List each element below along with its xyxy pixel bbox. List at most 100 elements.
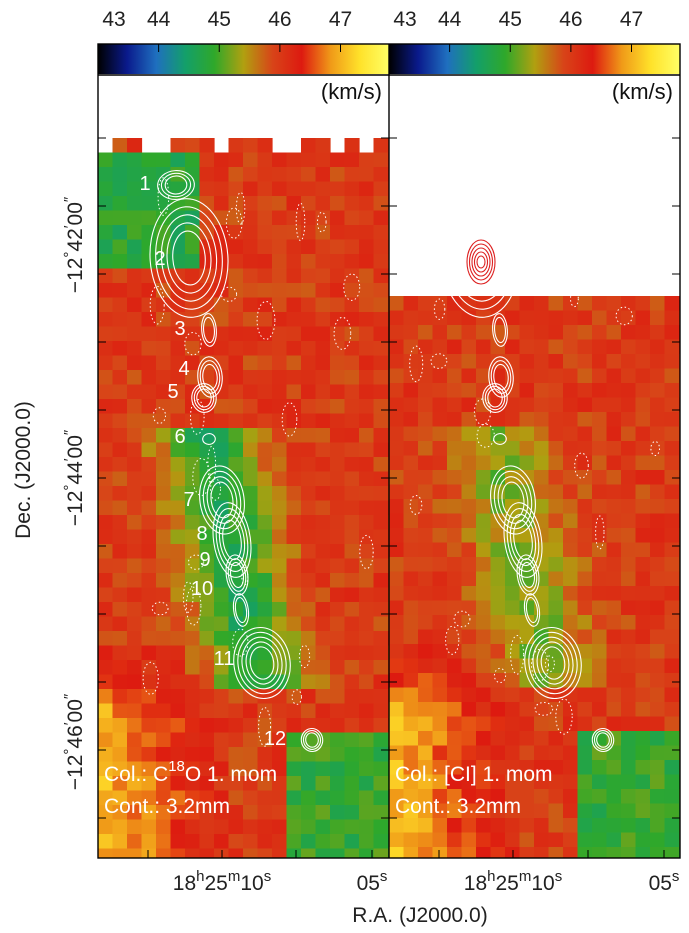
map-pixel <box>519 339 535 355</box>
contour-line <box>172 230 206 286</box>
map-pixel <box>664 731 680 747</box>
map-pixel <box>315 167 331 183</box>
map-pixel <box>112 848 128 858</box>
map-pixel <box>330 674 346 690</box>
map-pixel <box>359 573 375 589</box>
map-pixel <box>286 602 302 618</box>
map-pixel <box>170 848 186 858</box>
map-pixel <box>548 803 564 819</box>
map-pixel <box>301 805 317 821</box>
map-pixel <box>650 339 666 355</box>
map-pixel <box>98 297 114 313</box>
map-pixel <box>315 689 331 705</box>
map-pixel <box>505 484 521 500</box>
map-pixel <box>534 296 550 312</box>
map-pixel <box>141 457 157 473</box>
map-pixel <box>315 500 331 516</box>
contour-line <box>305 732 319 748</box>
map-pixel <box>563 760 579 776</box>
map-pixel <box>635 426 651 442</box>
map-pixel <box>621 397 637 413</box>
negative-contour <box>480 213 489 245</box>
map-pixel <box>214 196 230 212</box>
map-pixel <box>272 776 288 792</box>
map-pixel <box>606 368 622 384</box>
map-pixel <box>505 426 521 442</box>
map-pixel <box>199 602 215 618</box>
map-pixel <box>389 716 405 732</box>
map-pixel <box>373 370 389 386</box>
map-pixel <box>635 818 651 834</box>
map-pixel <box>228 718 244 734</box>
contour-line <box>222 519 242 561</box>
map-pixel <box>301 776 317 792</box>
map-pixel <box>461 310 477 326</box>
map-pixel <box>461 832 477 848</box>
map-pixel <box>505 731 521 747</box>
map-pixel <box>170 355 186 371</box>
map-pixel <box>403 426 419 442</box>
map-pixel <box>257 254 273 270</box>
map-pixel <box>243 718 259 734</box>
map-pixel <box>214 370 230 386</box>
map-pixel <box>257 674 273 690</box>
map-pixel <box>563 354 579 370</box>
map-pixel <box>519 383 535 399</box>
map-pixel <box>301 225 317 241</box>
map-pixel <box>127 283 143 299</box>
map-pixel <box>112 529 128 545</box>
map-pixel <box>621 716 637 732</box>
map-pixel <box>315 529 331 545</box>
map-pixel <box>156 326 172 342</box>
map-pixel <box>141 167 157 183</box>
map-pixel <box>592 687 608 703</box>
map-pixel <box>359 500 375 516</box>
map-pixel <box>272 312 288 328</box>
map-pixel <box>505 470 521 486</box>
map-pixel <box>621 412 637 428</box>
contour-line <box>191 383 217 413</box>
contour-line <box>155 206 223 310</box>
negative-contour <box>510 635 525 675</box>
map-pixel <box>476 354 492 370</box>
map-pixel <box>476 673 492 689</box>
map-pixel <box>519 296 535 312</box>
map-pixel <box>359 747 375 763</box>
map-pixel <box>243 819 259 835</box>
map-pixel <box>272 500 288 516</box>
contour-line <box>528 631 578 695</box>
map-pixel <box>519 687 535 703</box>
map-pixel <box>359 152 375 168</box>
map-pixel <box>664 426 680 442</box>
map-pixel <box>389 673 405 689</box>
map-pixel <box>418 832 434 848</box>
map-pixel <box>447 484 463 500</box>
negative-contour <box>149 285 165 325</box>
map-pixel <box>286 674 302 690</box>
map-pixel <box>519 310 535 326</box>
map-pixel <box>315 355 331 371</box>
contour-line <box>199 465 245 535</box>
map-pixel <box>461 470 477 486</box>
map-pixel <box>127 268 143 284</box>
map-pixel <box>447 803 463 819</box>
map-pixel <box>243 732 259 748</box>
map-pixel <box>606 847 622 858</box>
map-pixel <box>112 167 128 183</box>
map-pixel <box>286 457 302 473</box>
map-pixel <box>403 774 419 790</box>
map-pixel <box>563 803 579 819</box>
map-pixel <box>476 339 492 355</box>
map-pixel <box>534 731 550 747</box>
map-pixel <box>243 471 259 487</box>
map-pixel <box>476 455 492 471</box>
map-pixel <box>156 529 172 545</box>
colorbar-unit-left: (km/s) <box>321 79 382 104</box>
map-pixel <box>228 181 244 197</box>
map-pixel <box>592 615 608 631</box>
map-pixel <box>286 254 302 270</box>
map-pixel <box>548 310 564 326</box>
map-pixel <box>98 442 114 458</box>
map-pixel <box>621 499 637 515</box>
map-pixel <box>257 428 273 444</box>
